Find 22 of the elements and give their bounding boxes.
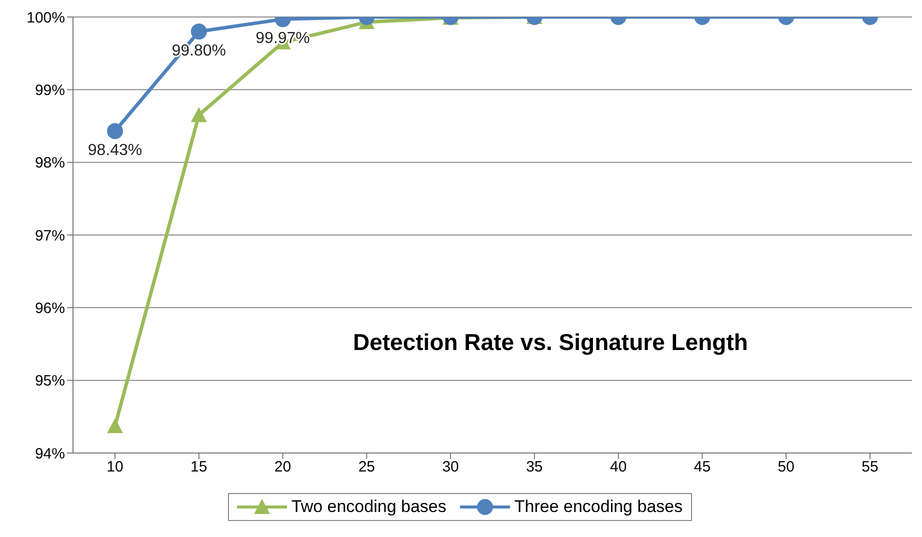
y-tick-label: 95%	[34, 372, 65, 390]
x-tick-label: 40	[610, 458, 627, 476]
x-tick-label: 55	[862, 458, 878, 476]
x-tick-label: 45	[694, 458, 711, 476]
y-tick-label: 100%	[26, 9, 65, 26]
x-tick-label: 30	[442, 458, 459, 476]
x-tick-label: 50	[778, 458, 794, 476]
y-tick-label: 98%	[34, 154, 65, 172]
y-tick-label: 97%	[34, 227, 65, 244]
legend-label: Two encoding bases	[291, 497, 446, 517]
x-tick-label: 25	[358, 458, 376, 476]
text: Detection Rate vs. Signature Length	[353, 329, 748, 356]
point	[107, 418, 123, 434]
data-label: 98.43%	[88, 142, 142, 160]
legend-label: Three encoding bases	[514, 497, 683, 517]
y-tick-label: 96%	[34, 300, 65, 317]
y-tick-label: 94%	[34, 445, 65, 462]
x-tick-label: 20	[274, 458, 292, 476]
y-tick-label: 99%	[34, 82, 65, 99]
x-tick-label: 35	[526, 458, 543, 476]
x-tick-label: 10	[106, 458, 124, 476]
x-tick-label: 15	[190, 458, 208, 476]
